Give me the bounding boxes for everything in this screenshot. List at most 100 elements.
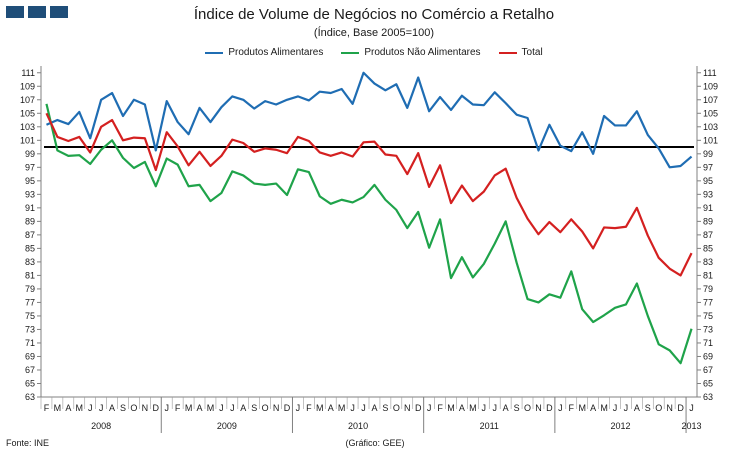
x-tick-label: A	[197, 403, 203, 413]
x-tick-label: M	[207, 403, 215, 413]
year-label: 2008	[91, 421, 111, 431]
x-tick-label: D	[677, 403, 684, 413]
legend-item-alimentares: Produtos Alimentares	[205, 47, 323, 58]
y-tick-label-left: 73	[25, 324, 35, 334]
y-tick-label-right: 109	[703, 81, 718, 91]
y-tick-label-left: 69	[25, 351, 35, 361]
y-tick-label-right: 105	[703, 108, 718, 118]
x-tick-label: M	[316, 403, 324, 413]
y-tick-label-right: 93	[703, 189, 713, 199]
y-tick-label-right: 95	[703, 176, 713, 186]
y-tick-label-left: 91	[25, 203, 35, 213]
x-tick-label: J	[361, 403, 366, 413]
y-tick-label-left: 77	[25, 297, 35, 307]
x-tick-label: A	[109, 403, 115, 413]
y-tick-label-left: 79	[25, 284, 35, 294]
year-label: 2013	[682, 421, 702, 431]
x-tick-label: A	[503, 403, 509, 413]
y-tick-label-right: 73	[703, 324, 713, 334]
y-tick-label-left: 103	[20, 122, 35, 132]
x-tick-label: O	[524, 403, 531, 413]
x-tick-label: J	[230, 403, 235, 413]
y-tick-label-left: 89	[25, 216, 35, 226]
x-tick-label: A	[459, 403, 465, 413]
x-tick-label: N	[666, 403, 673, 413]
y-tick-label-right: 111	[703, 68, 717, 78]
y-tick-label-right: 103	[703, 122, 718, 132]
x-tick-label: O	[130, 403, 137, 413]
x-tick-label: S	[514, 403, 520, 413]
y-tick-label-right: 101	[703, 135, 718, 145]
y-tick-label-left: 81	[25, 270, 35, 280]
x-tick-label: D	[546, 403, 553, 413]
source-note: Fonte: INE	[6, 438, 50, 448]
y-tick-label-right: 77	[703, 297, 713, 307]
x-tick-label: F	[306, 403, 312, 413]
y-tick-label-right: 99	[703, 149, 713, 159]
y-tick-label-right: 71	[703, 338, 713, 348]
y-tick-label-left: 71	[25, 338, 35, 348]
x-tick-label: J	[296, 403, 301, 413]
legend-label: Produtos Não Alimentares	[364, 47, 481, 58]
chart-title: Índice de Volume de Negócios no Comércio…	[193, 6, 555, 23]
y-tick-label-right: 65	[703, 378, 713, 388]
y-tick-label-right: 75	[703, 311, 713, 321]
x-tick-label: O	[262, 403, 269, 413]
x-tick-label: A	[240, 403, 246, 413]
y-tick-label-left: 67	[25, 365, 35, 375]
y-tick-label-right: 107	[703, 95, 718, 105]
x-tick-label: J	[624, 403, 629, 413]
x-tick-label: N	[404, 403, 411, 413]
y-tick-label-right: 87	[703, 230, 713, 240]
x-tick-label: S	[382, 403, 388, 413]
y-tick-label-left: 111	[21, 68, 35, 78]
x-tick-label: J	[427, 403, 432, 413]
y-tick-label-right: 69	[703, 351, 713, 361]
x-tick-label: J	[99, 403, 104, 413]
y-tick-label-right: 83	[703, 257, 713, 267]
legend-swatch	[205, 51, 224, 54]
x-tick-label: M	[54, 403, 62, 413]
y-tick-label-right: 85	[703, 243, 713, 253]
x-tick-label: N	[273, 403, 280, 413]
y-tick-label-left: 95	[25, 176, 35, 186]
x-tick-label: M	[76, 403, 84, 413]
legend-swatch	[498, 51, 517, 54]
x-tick-label: J	[613, 403, 618, 413]
x-tick-label: M	[185, 403, 193, 413]
y-tick-label-left: 101	[20, 135, 35, 145]
legend-label: Total	[521, 47, 543, 58]
y-tick-label-left: 85	[25, 243, 35, 253]
x-tick-label: M	[338, 403, 346, 413]
x-tick-label: D	[284, 403, 291, 413]
x-tick-label: J	[219, 403, 224, 413]
x-tick-label: J	[88, 403, 93, 413]
legend: Produtos Alimentares Produtos Não Alimen…	[0, 47, 748, 58]
x-tick-label: O	[655, 403, 662, 413]
series-line-1	[45, 103, 693, 365]
x-tick-label: M	[469, 403, 477, 413]
logo	[6, 6, 68, 18]
y-tick-label-right: 79	[703, 284, 713, 294]
x-tick-label: O	[393, 403, 400, 413]
x-tick-label: A	[328, 403, 334, 413]
y-tick-label-left: 97	[25, 162, 35, 172]
credit-note: (Gráfico: GEE)	[345, 438, 405, 448]
x-tick-label: J	[558, 403, 563, 413]
year-label: 2011	[480, 421, 499, 431]
year-label: 2009	[217, 421, 237, 431]
x-tick-label: D	[415, 403, 422, 413]
x-tick-label: M	[578, 403, 586, 413]
x-tick-label: F	[175, 403, 181, 413]
x-tick-label: F	[569, 403, 575, 413]
y-tick-label-left: 65	[25, 378, 35, 388]
year-label: 2012	[610, 421, 630, 431]
x-tick-label: N	[142, 403, 149, 413]
y-tick-label-right: 67	[703, 365, 713, 375]
x-tick-label: S	[645, 403, 651, 413]
x-tick-label: J	[689, 403, 694, 413]
y-tick-label-left: 87	[25, 230, 35, 240]
x-tick-label: A	[371, 403, 377, 413]
legend-label: Produtos Alimentares	[228, 47, 324, 58]
x-tick-label: D	[153, 403, 160, 413]
